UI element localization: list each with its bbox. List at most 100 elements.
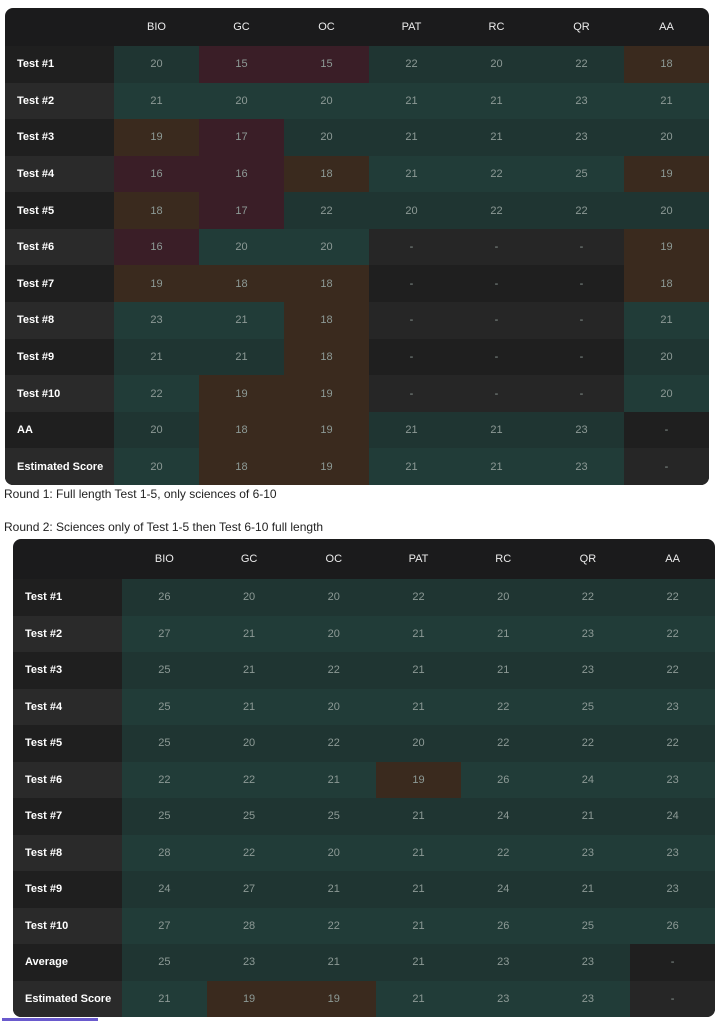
score-cell: 16 <box>114 228 199 266</box>
score-cell: 23 <box>545 980 631 1017</box>
score-cell: 23 <box>206 944 292 981</box>
score-cell: - <box>454 228 539 266</box>
score-cell: 21 <box>545 798 631 835</box>
score-cell: 20 <box>291 688 377 725</box>
score-cell: 25 <box>122 725 207 762</box>
score-cell: 22 <box>376 579 461 616</box>
score-cell: 19 <box>206 980 292 1017</box>
row-label: Test #5 <box>5 192 114 229</box>
score-cell: - <box>369 338 454 376</box>
score-cell: 23 <box>630 761 715 798</box>
score-cell: 23 <box>630 688 715 725</box>
round2-grid: BIO GC OC PAT RC QR AA Test #1 26 20 20 22 20 22 22 Tes… <box>13 539 715 1017</box>
score-cell: 19 <box>624 155 709 193</box>
score-cell: - <box>630 944 715 981</box>
score-cell: 21 <box>114 82 199 120</box>
score-cell: 16 <box>114 155 199 193</box>
score-cell: 22 <box>114 375 199 412</box>
score-cell: - <box>454 302 539 339</box>
row-label: Test #8 <box>5 302 114 339</box>
score-cell: - <box>539 375 624 412</box>
score-cell: 21 <box>206 615 292 652</box>
score-cell: 24 <box>545 761 631 798</box>
score-cell: 20 <box>291 579 377 616</box>
row-label: Test #4 <box>5 155 114 193</box>
score-cell: 18 <box>199 411 284 449</box>
score-cell: 23 <box>460 980 546 1017</box>
row-label: Test #5 <box>13 725 122 762</box>
score-cell: 21 <box>376 980 461 1017</box>
score-cell: 21 <box>369 155 454 193</box>
header-corner <box>13 539 122 579</box>
score-cell: 18 <box>284 302 369 339</box>
score-cell: 18 <box>284 338 369 376</box>
row-label: Test #3 <box>13 652 122 689</box>
score-cell: 20 <box>114 411 199 449</box>
score-cell: 21 <box>291 944 377 981</box>
score-cell: 26 <box>460 761 546 798</box>
score-cell: 18 <box>284 265 369 303</box>
score-cell: 21 <box>454 411 539 449</box>
score-cell: 21 <box>206 652 292 689</box>
score-cell: 18 <box>114 192 199 229</box>
column-header-oc: OC <box>325 553 343 565</box>
score-cell: 23 <box>114 302 199 339</box>
row-label: Test #6 <box>13 761 122 798</box>
score-cell: 21 <box>369 411 454 449</box>
score-cell: 21 <box>199 302 284 339</box>
score-cell: 19 <box>291 980 377 1017</box>
row-label: Test #10 <box>5 375 114 412</box>
score-cell: 21 <box>454 82 539 120</box>
score-cell: 21 <box>369 119 454 156</box>
score-cell: 24 <box>460 798 546 835</box>
column-header-pat: PAT <box>408 553 429 565</box>
score-cell: 25 <box>122 798 207 835</box>
score-cell: 20 <box>199 82 284 120</box>
score-cell: 21 <box>376 907 461 944</box>
score-cell: 17 <box>199 192 284 229</box>
score-cell: 22 <box>539 46 624 83</box>
score-cell: 22 <box>369 46 454 83</box>
score-cell: 19 <box>376 761 461 798</box>
row-label: Test #2 <box>13 615 122 652</box>
row-label: AA <box>5 411 114 449</box>
score-cell: 21 <box>376 944 461 981</box>
score-cell: 19 <box>624 228 709 266</box>
score-cell: 19 <box>284 448 369 485</box>
score-cell: 23 <box>630 871 715 908</box>
score-cell: 18 <box>199 448 284 485</box>
score-cell: 26 <box>630 907 715 944</box>
column-header-pat: PAT <box>401 21 422 33</box>
round2-score-table: BIO GC OC PAT RC QR AA Test #1 26 20 20 22 20 22 22 Tes… <box>13 539 715 1017</box>
score-cell: 22 <box>460 834 546 871</box>
score-cell: 20 <box>454 46 539 83</box>
score-cell: 23 <box>460 944 546 981</box>
score-cell: 21 <box>114 338 199 376</box>
score-cell: 22 <box>291 907 377 944</box>
row-label: Test #9 <box>13 871 122 908</box>
score-cell: 21 <box>206 688 292 725</box>
score-cell: 21 <box>291 871 377 908</box>
score-cell: 21 <box>460 652 546 689</box>
score-cell: 25 <box>545 907 631 944</box>
score-cell: 22 <box>284 192 369 229</box>
score-cell: 21 <box>199 338 284 376</box>
score-cell: - <box>630 980 715 1017</box>
score-cell: 21 <box>376 615 461 652</box>
score-cell: 25 <box>539 155 624 193</box>
row-label: Test #1 <box>13 579 122 616</box>
score-cell: 21 <box>624 82 709 120</box>
score-cell: - <box>369 375 454 412</box>
row-label: Test #4 <box>13 688 122 725</box>
score-cell: 25 <box>545 688 631 725</box>
score-cell: 22 <box>630 725 715 762</box>
score-cell: 18 <box>624 46 709 83</box>
score-cell: 28 <box>206 907 292 944</box>
score-cell: 22 <box>460 688 546 725</box>
score-cell: - <box>539 228 624 266</box>
row-label: Test #8 <box>13 834 122 871</box>
score-cell: 23 <box>545 615 631 652</box>
row-label: Test #7 <box>5 265 114 303</box>
score-cell: 23 <box>539 119 624 156</box>
score-cell: 25 <box>206 798 292 835</box>
